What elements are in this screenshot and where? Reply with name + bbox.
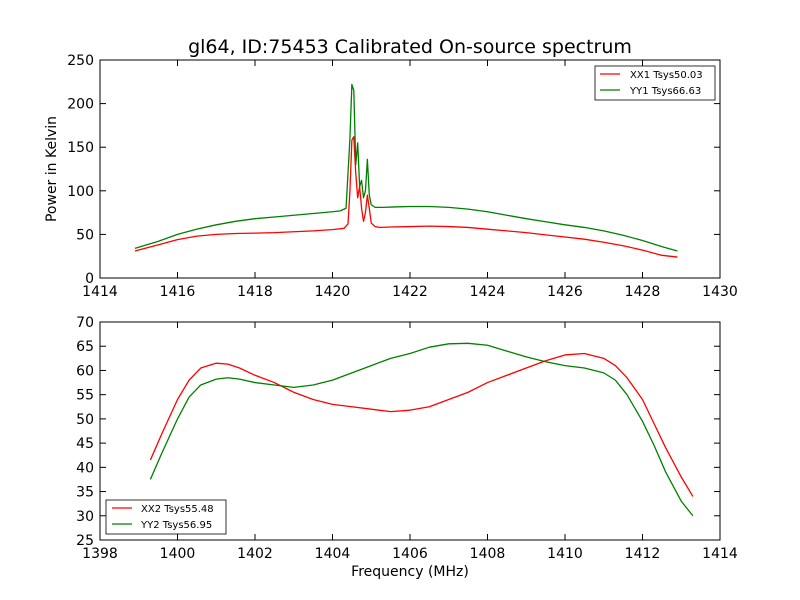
bottom-x-tick-label: 1408: [470, 546, 506, 562]
bottom-series-lines: [149, 342, 694, 517]
legend-label-yy2: YY2 Tsys56.95: [140, 520, 212, 531]
top-x-tick-label: 1416: [160, 284, 196, 300]
top-y-tick-label: 50: [76, 227, 94, 243]
bottom-y-tick-label: 50: [76, 412, 94, 428]
bottom-series-line-1: [149, 342, 694, 517]
bottom-y-tick-label: 35: [76, 485, 94, 501]
top-x-tick-label: 1420: [315, 284, 351, 300]
bottom-x-tick-label: 1400: [160, 546, 196, 562]
top-x-tick-label: 1422: [392, 284, 428, 300]
chart-title: gl64, ID:75453 Calibrated On-source spec…: [188, 36, 632, 58]
legend-label-yy1: YY1 Tsys66.63: [629, 86, 701, 97]
top-x-tick-label: 1414: [82, 284, 118, 300]
bottom-x-tick-label: 1410: [547, 546, 583, 562]
bottom-y-tick-label: 30: [76, 509, 94, 525]
top-y-tick-label: 250: [67, 53, 94, 69]
top-legend: XX1 Tsys50.03 YY1 Tsys66.63: [594, 65, 716, 101]
top-x-tick-label: 1418: [237, 284, 273, 300]
bottom-y-tick-label: 65: [76, 339, 94, 355]
top-plot-area: [134, 83, 678, 258]
top-y-tick-label: 0: [85, 271, 94, 287]
bottom-y-tick-label: 55: [76, 388, 94, 404]
top-x-tick-label: 1426: [547, 284, 583, 300]
top-panel: 1414 1416 1418 1420 1422 1424 1426 1428 1430 0 50 1…: [44, 53, 738, 300]
top-y-axis-label: Power in Kelvin: [44, 116, 60, 222]
top-series-line-1: [134, 83, 678, 252]
legend-label-xx1: XX1 Tsys50.03: [630, 70, 703, 81]
bottom-x-tick-label: 1404: [315, 546, 351, 562]
top-y-tick-label: 150: [67, 140, 94, 156]
top-ticks: 1414 1416 1418 1420 1422 1424 1426 1428 1430 0 50 1…: [67, 53, 738, 300]
top-series-line-0: [134, 136, 678, 258]
bottom-y-tick-label: 25: [76, 533, 94, 549]
top-y-tick-label: 200: [67, 97, 94, 113]
bottom-y-tick-label: 60: [76, 363, 94, 379]
bottom-plot-area: [149, 342, 694, 517]
bottom-x-tick-label: 1402: [237, 546, 273, 562]
top-x-tick-label: 1428: [625, 284, 661, 300]
top-legend-box: [594, 65, 716, 101]
bottom-x-tick-label: 1406: [392, 546, 428, 562]
bottom-y-tick-label: 45: [76, 436, 94, 452]
bottom-x-tick-label: 1398: [82, 546, 118, 562]
bottom-x-tick-label: 1412: [625, 546, 661, 562]
bottom-y-tick-label: 40: [76, 460, 94, 476]
bottom-y-tick-label: 70: [76, 315, 94, 331]
bottom-x-tick-label: 1414: [702, 546, 738, 562]
top-series-lines: [134, 83, 678, 258]
top-x-tick-label: 1430: [702, 284, 738, 300]
bottom-panel: 1398 1400 1402 1404 1406 1408 1410 1412 1414 25 30…: [76, 315, 738, 580]
bottom-series-line-0: [149, 352, 694, 497]
bottom-ticks: 1398 1400 1402 1404 1406 1408 1410 1412 1414 25 30…: [76, 315, 738, 562]
top-x-tick-label: 1424: [470, 284, 506, 300]
top-y-tick-label: 100: [67, 184, 94, 200]
bottom-legend: XX2 Tsys55.48 YY2 Tsys56.95: [105, 499, 227, 535]
bottom-legend-box: [105, 499, 227, 535]
legend-label-xx2: XX2 Tsys55.48: [141, 504, 214, 515]
x-axis-label: Frequency (MHz): [351, 564, 469, 580]
